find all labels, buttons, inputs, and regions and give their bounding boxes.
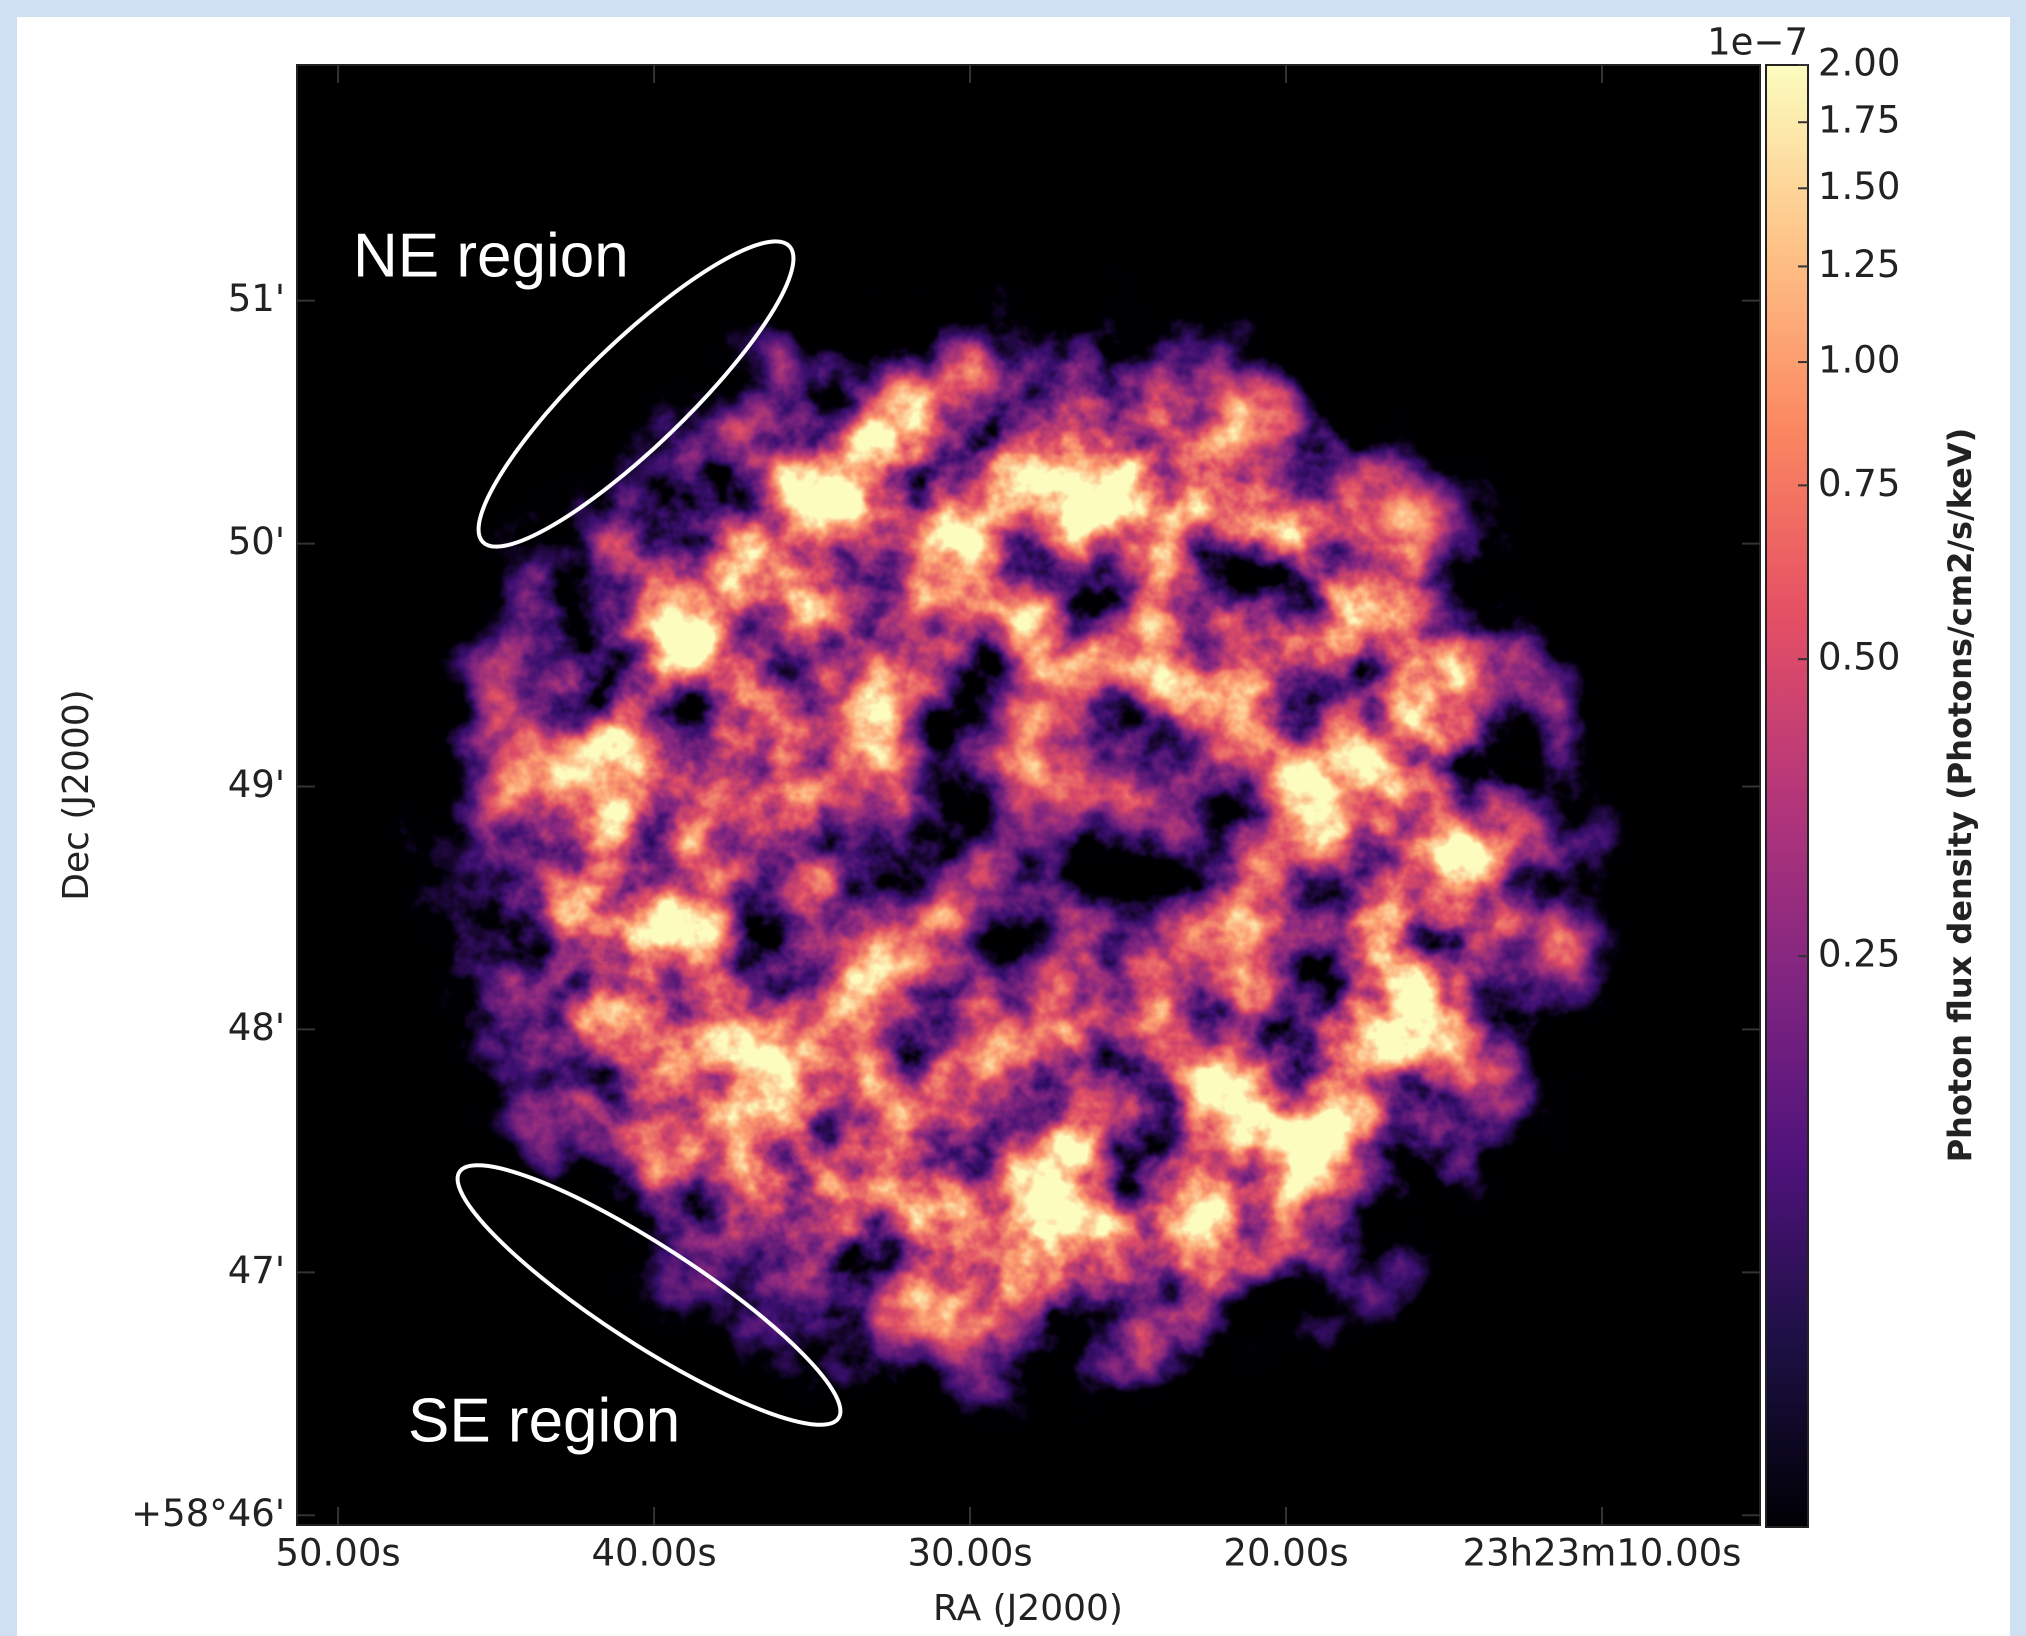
y-tick-label: 51' [228, 277, 285, 320]
colorbar-tick-label: 1.50 [1818, 165, 1900, 208]
figure: NE region SE region RA (J2000) Dec (J200… [0, 0, 2026, 1636]
x-tick-label: 40.00s [591, 1532, 716, 1575]
y-tick-label: 48' [228, 1006, 285, 1049]
colorbar-tick-label: 1.75 [1818, 99, 1900, 142]
y-axis-label: Dec (J2000) [56, 689, 97, 900]
colorbar-offset: 1e−7 [1707, 21, 1808, 64]
y-tick-label: 49' [228, 763, 285, 806]
remnant-image [330, 170, 1720, 1490]
x-axis-label: RA (J2000) [933, 1588, 1123, 1629]
annotation: SE region [408, 1386, 680, 1455]
x-tick-label: 23h23m10.00s [1463, 1532, 1742, 1575]
colorbar-label: Photon flux density (Photons/cm2/s/keV) [1941, 428, 1979, 1163]
colorbar-tick-label: 2.00 [1818, 42, 1900, 85]
x-tick-label: 20.00s [1223, 1532, 1348, 1575]
y-tick-label: 50' [228, 520, 285, 563]
y-tick-label: 47' [228, 1249, 285, 1292]
colorbar-tick-label: 0.25 [1818, 933, 1900, 976]
colorbar-tick-label: 0.50 [1818, 636, 1900, 679]
colorbar-tick-label: 1.25 [1818, 243, 1900, 286]
y-tick-label: +58°46' [131, 1492, 285, 1535]
colorbar-tick-label: 0.75 [1818, 462, 1900, 505]
annotation: NE region [353, 221, 629, 290]
x-tick-label: 50.00s [275, 1532, 400, 1575]
page: {"chart_data": { "type": "image", "x_lab… [0, 0, 2026, 1636]
image [330, 170, 1720, 1490]
x-tick-label: 30.00s [907, 1532, 1032, 1575]
colorbar-tick-label: 1.00 [1818, 339, 1900, 382]
colorbar [1766, 65, 1808, 1527]
